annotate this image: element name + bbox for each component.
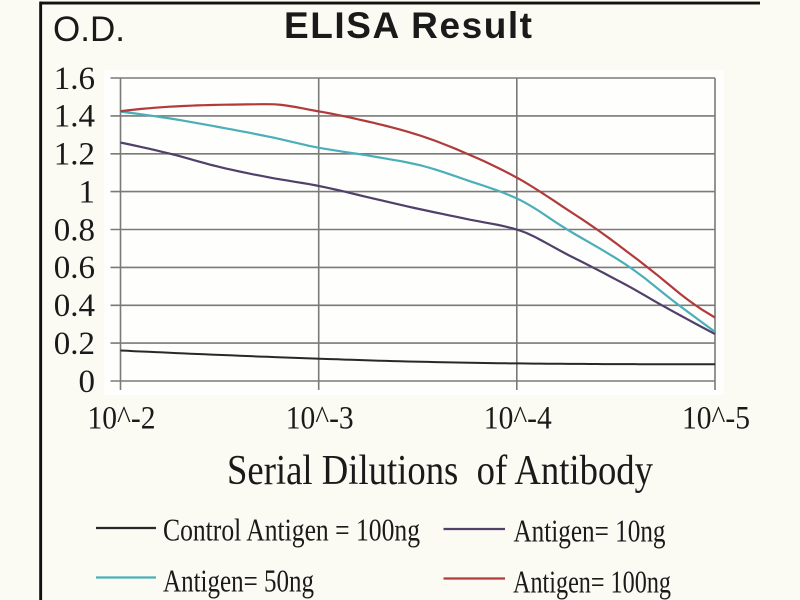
svg-text:10^-3: 10^-3: [286, 401, 354, 437]
svg-text:1.6: 1.6: [54, 61, 95, 97]
svg-text:Antigen= 10ng: Antigen= 10ng: [514, 513, 666, 549]
svg-text:Control Antigen = 100ng: Control Antigen = 100ng: [163, 512, 420, 548]
svg-text:0.6: 0.6: [54, 250, 95, 286]
svg-text:0.8: 0.8: [54, 212, 95, 248]
svg-text:Serial Dilutions of Antibody: Serial Dilutions of Antibody: [227, 448, 653, 494]
svg-text:10^-4: 10^-4: [484, 401, 552, 437]
svg-text:1.2: 1.2: [54, 137, 95, 173]
svg-text:10^-5: 10^-5: [682, 401, 750, 437]
svg-text:0.4: 0.4: [54, 288, 95, 324]
svg-text:10^-2: 10^-2: [88, 401, 156, 437]
svg-text:Antigen= 50ng: Antigen= 50ng: [163, 563, 314, 599]
svg-text:0: 0: [79, 364, 96, 400]
svg-text:1: 1: [79, 174, 96, 210]
svg-text:Antigen= 100ng: Antigen= 100ng: [513, 564, 671, 600]
svg-text:O.D.: O.D.: [53, 10, 125, 49]
svg-text:ELISA Result: ELISA Result: [284, 5, 532, 46]
svg-text:0.2: 0.2: [54, 326, 95, 362]
svg-text:1.4: 1.4: [54, 99, 95, 135]
